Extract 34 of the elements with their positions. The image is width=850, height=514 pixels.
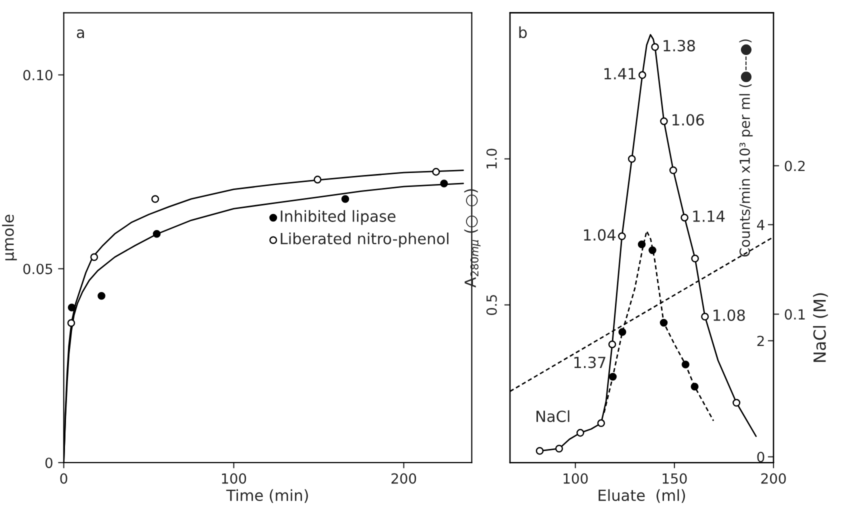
annotation: 1.14 xyxy=(693,210,725,222)
y3-axis-title: NaCl (M) xyxy=(813,293,828,362)
y3-tick-label: 0.1 xyxy=(784,309,805,320)
x-tick-label: 150 xyxy=(662,473,687,484)
x-tick-label: 0 xyxy=(60,473,68,484)
annotation: 1.06 xyxy=(672,114,704,126)
series-label: NaCl xyxy=(536,410,570,422)
annotation: a xyxy=(76,29,84,38)
annotation: 1.37 xyxy=(574,356,606,368)
annotation: 1.41 xyxy=(604,68,636,80)
y-tick-label: 0.10 xyxy=(23,70,52,80)
annotation: 1.38 xyxy=(664,40,695,52)
x-axis-title: Time (min) xyxy=(226,489,308,503)
x-axis-title: Eluate (ml) xyxy=(598,489,685,503)
y3-tick-label: 0.2 xyxy=(784,160,805,172)
y2-axis-title: Counts/min x10³ per ml (●---●) xyxy=(739,39,753,257)
y-axis-title: μmole xyxy=(2,214,17,260)
y-axis-title: A$_{280mμ}$ (○–○) xyxy=(464,189,481,288)
y2-tick-label: 0 xyxy=(757,452,764,462)
annotation: b xyxy=(519,26,527,38)
y-tick-label: 1.0 xyxy=(486,148,497,168)
x-tick-label: 200 xyxy=(392,473,416,484)
x-tick-label: 100 xyxy=(222,473,246,484)
x-tick-label: 200 xyxy=(761,473,786,484)
x-tick-label: 100 xyxy=(564,473,588,484)
y-tick-label: 0 xyxy=(45,458,52,468)
legend-label: Liberated nitro-phenol xyxy=(280,232,448,248)
y-tick-label: 0.05 xyxy=(23,264,52,274)
legend-label: Inhibited lipase xyxy=(280,210,396,225)
y2-tick-label: 2 xyxy=(757,336,764,346)
annotation: 1.04 xyxy=(584,229,616,241)
y-tick-label: 0.5 xyxy=(486,295,497,316)
annotation: 1.08 xyxy=(714,309,745,322)
y2-tick-label: 4 xyxy=(757,220,764,230)
